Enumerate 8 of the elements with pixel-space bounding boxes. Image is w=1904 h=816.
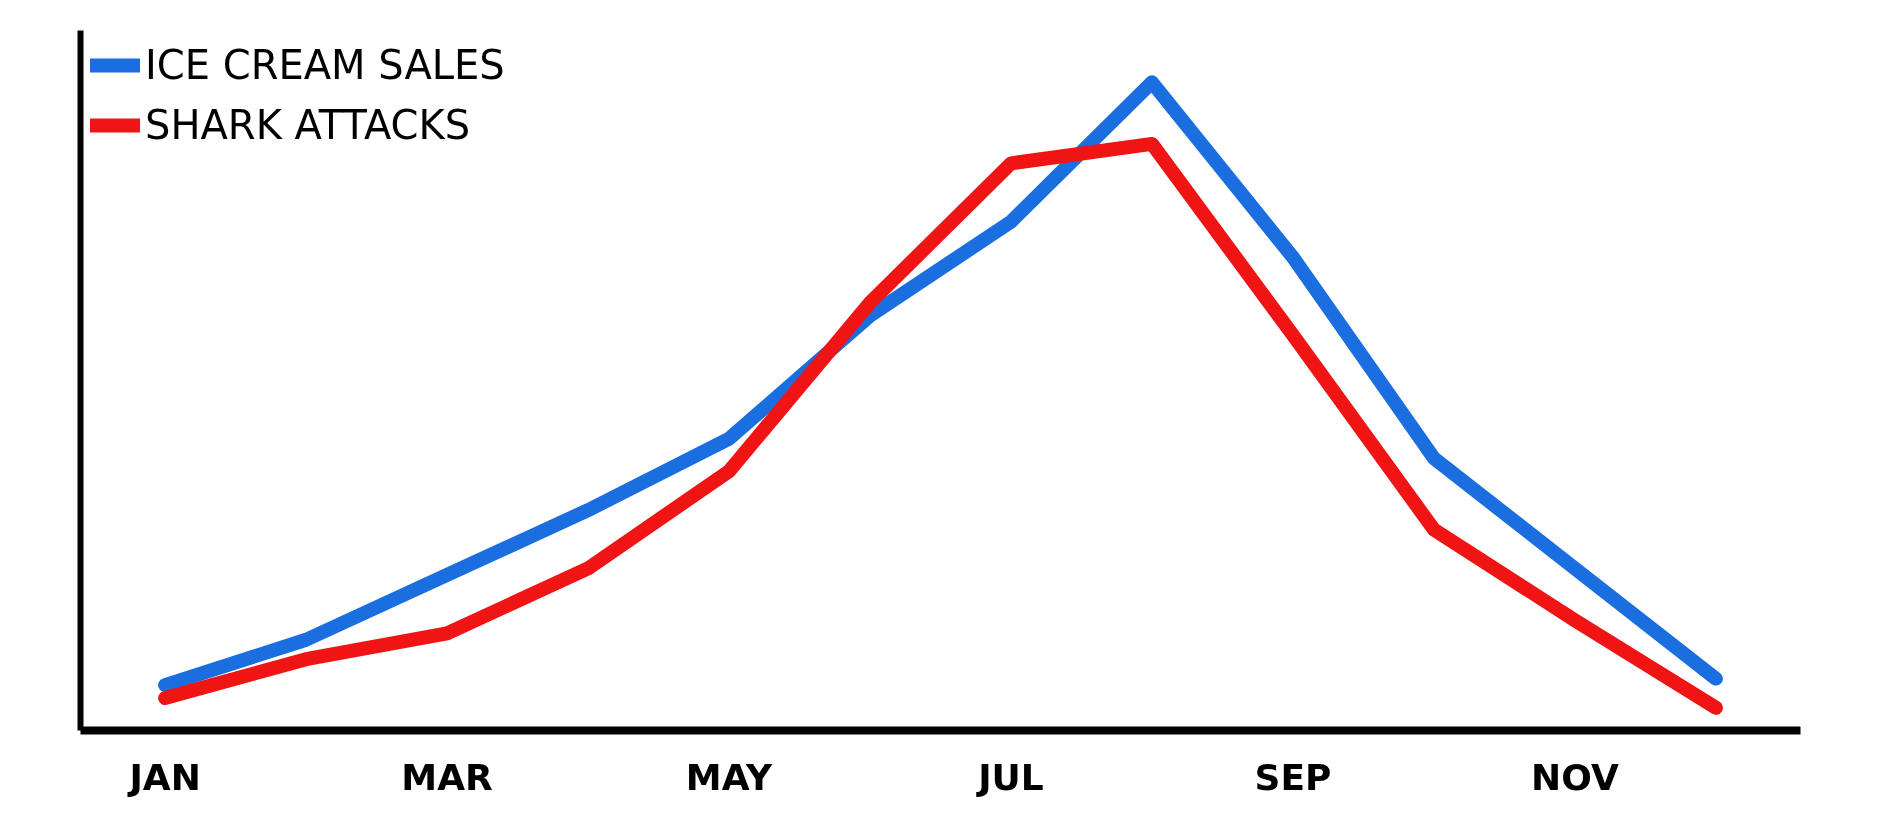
legend-label: ICE CREAM SALES — [145, 42, 505, 88]
legend-label: SHARK ATTACKS — [145, 102, 471, 148]
x-tick-label: NOV — [1531, 756, 1619, 798]
x-tick-label: MAR — [401, 756, 493, 798]
x-tick-label: JAN — [126, 756, 201, 798]
x-tick-label: SEP — [1254, 756, 1332, 798]
x-tick-label: MAY — [685, 756, 774, 798]
x-tick-label: JUL — [975, 756, 1044, 798]
